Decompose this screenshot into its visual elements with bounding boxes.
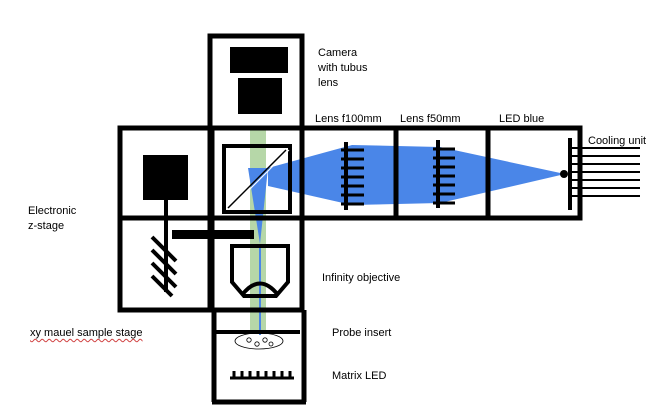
dichroic-mirror <box>227 149 287 209</box>
objective-box <box>207 215 305 313</box>
blue-beam-f50-section <box>440 147 565 203</box>
label-matrix-led: Matrix LED <box>332 370 387 382</box>
zstage-motor <box>143 155 188 200</box>
label-lens-f50: Lens f50mm <box>400 113 461 125</box>
objective-front-element <box>240 281 280 297</box>
label-led-blue: LED blue <box>499 113 545 125</box>
lens-f50-ticks <box>433 147 455 205</box>
probe-dish <box>234 332 284 350</box>
label-camera: Camera with tubus lens <box>318 46 368 91</box>
label-zstage-line2: z-stage <box>28 220 65 232</box>
label-cooling-unit: Cooling unit <box>588 135 647 147</box>
matrix-led-elements <box>232 371 292 378</box>
blue-beam-down-to-objective <box>248 168 268 244</box>
camera-body-bottom <box>238 78 282 114</box>
label-zstage-line1: Electronic <box>28 205 77 217</box>
objective-lens <box>230 244 290 298</box>
blue-beam-f100-section <box>268 145 352 205</box>
label-camera-line3: lens <box>318 77 339 89</box>
label-lens-f100: Lens f100mm <box>315 113 382 125</box>
label-electronic-zstage: Electronic z-stage <box>28 204 76 234</box>
label-infinity-objective: Infinity objective <box>322 272 401 284</box>
lens-f100-ticks <box>341 148 364 206</box>
label-camera-line1: Camera <box>318 47 358 59</box>
dichroic-mirror-highlight <box>230 149 290 209</box>
probe-samples <box>246 337 274 347</box>
camera-body-top <box>230 47 288 73</box>
beamsplitter-cube <box>222 144 292 214</box>
label-probe-insert: Probe insert <box>332 327 392 339</box>
cooling-unit-fins <box>572 147 640 197</box>
led-emitter <box>560 170 568 178</box>
zstage-arm <box>172 230 254 239</box>
label-camera-line2: with tubus <box>318 62 368 74</box>
zstage-thread <box>150 235 178 298</box>
label-xy-stage: xy mauel sample stage <box>30 327 143 339</box>
